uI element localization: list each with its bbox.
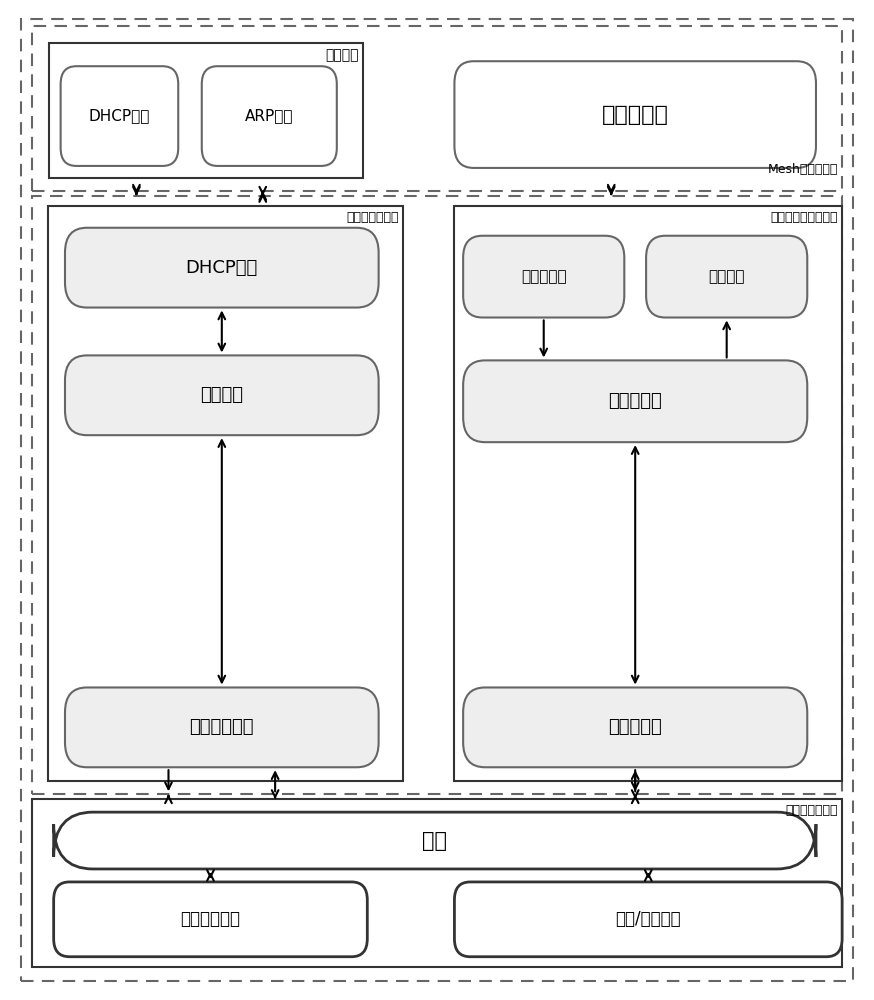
- Text: 动态簇维护模块: 动态簇维护模块: [346, 211, 399, 224]
- Bar: [47, 206, 403, 781]
- FancyBboxPatch shape: [60, 66, 178, 166]
- Text: 数据多播组: 数据多播组: [608, 718, 662, 736]
- Text: 数据包拦截: 数据包拦截: [521, 269, 566, 284]
- Text: 接入模块: 接入模块: [325, 48, 358, 62]
- FancyBboxPatch shape: [65, 687, 378, 767]
- FancyBboxPatch shape: [454, 882, 843, 957]
- FancyBboxPatch shape: [454, 61, 816, 168]
- Bar: [454, 206, 843, 781]
- Text: 成簇算法: 成簇算法: [200, 386, 243, 404]
- Text: 数据包代理: 数据包代理: [608, 392, 662, 410]
- FancyBboxPatch shape: [463, 687, 808, 767]
- Text: 数据多播组维护模块: 数据多播组维护模块: [770, 211, 838, 224]
- Text: DHCP服务: DHCP服务: [185, 259, 258, 277]
- FancyBboxPatch shape: [65, 355, 378, 435]
- FancyBboxPatch shape: [463, 236, 624, 318]
- FancyBboxPatch shape: [463, 360, 808, 442]
- Text: 链路状态信息: 链路状态信息: [181, 910, 240, 928]
- Bar: [49, 43, 363, 178]
- Text: 路由: 路由: [422, 831, 447, 851]
- FancyBboxPatch shape: [202, 66, 336, 166]
- FancyBboxPatch shape: [65, 228, 378, 308]
- Text: 数据包模块: 数据包模块: [602, 105, 669, 125]
- Text: DHCP请求: DHCP请求: [89, 109, 150, 124]
- Bar: [31, 799, 843, 967]
- Bar: [31, 196, 843, 794]
- Text: ARP接收: ARP接收: [245, 109, 294, 124]
- Bar: [31, 26, 843, 191]
- Text: Mesh客户端框图: Mesh客户端框图: [767, 163, 838, 176]
- Text: 数据转发: 数据转发: [709, 269, 745, 284]
- FancyBboxPatch shape: [53, 882, 367, 957]
- Text: 数据包路由模块: 数据包路由模块: [785, 804, 838, 817]
- FancyBboxPatch shape: [53, 812, 816, 869]
- Text: 动态簇多播组: 动态簇多播组: [190, 718, 254, 736]
- FancyBboxPatch shape: [646, 236, 808, 318]
- Text: 多播/单播通信: 多播/单播通信: [615, 910, 681, 928]
